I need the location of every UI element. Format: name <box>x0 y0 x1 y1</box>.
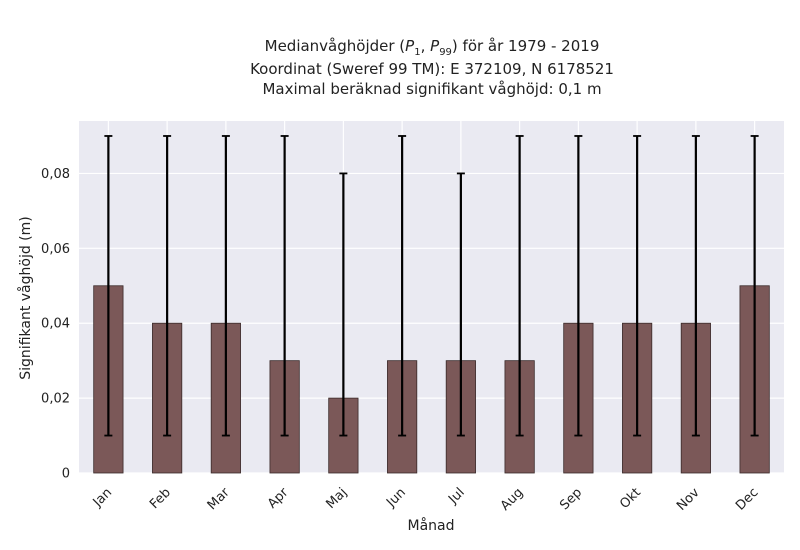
title-line-3: Maximal beräknad signifikant våghöjd: 0,… <box>262 80 601 98</box>
x-tick-label-apr: Apr <box>265 485 292 512</box>
error-bar-dec <box>750 135 759 437</box>
error-bar-feb <box>163 135 172 437</box>
x-tick-label-aug: Aug <box>498 485 527 514</box>
y-tick-label: 0,02 <box>41 392 70 407</box>
x-tick-label-jul: Jul <box>445 485 467 507</box>
y-tick-label: 0 <box>62 467 70 482</box>
x-tick-label-jun: Jun <box>383 485 409 511</box>
x-tick-label-dec: Dec <box>733 485 761 513</box>
x-tick-label-nov: Nov <box>674 485 703 514</box>
x-tick-label-maj: Maj <box>323 485 350 512</box>
error-bar-nov <box>691 135 700 437</box>
error-bar-jan <box>104 135 113 437</box>
error-bar-mar <box>221 135 230 437</box>
x-tick-label-mar: Mar <box>205 485 233 513</box>
error-bar-sep <box>574 135 583 437</box>
y-tick-label: 0,08 <box>41 167 70 182</box>
y-tick-label: 0,06 <box>41 242 70 257</box>
x-axis-label: Månad <box>408 517 455 534</box>
x-axis-ticks: Jan Feb Mar Apr Maj Jun Jul Aug Sep Okt Nov Dec <box>90 485 762 514</box>
error-bar-apr <box>280 135 289 437</box>
plot-area <box>79 121 784 473</box>
title-line-1: Medianvåghöjder (P1, P99) för år 1979 - … <box>265 37 600 58</box>
chart-title: Medianvåghöjder (P1, P99) för år 1979 - … <box>250 37 614 98</box>
title-line-2: Koordinat (Sweref 99 TM): E 372109, N 61… <box>250 60 614 78</box>
error-bar-okt <box>633 135 642 437</box>
x-tick-label-feb: Feb <box>147 485 174 512</box>
x-tick-label-okt: Okt <box>617 485 644 512</box>
error-bar-jul <box>456 172 465 437</box>
error-bar-aug <box>515 135 524 437</box>
y-tick-label: 0,04 <box>41 317 70 332</box>
y-axis-ticks: 0 0,02 0,04 0,06 0,08 <box>41 167 70 482</box>
x-tick-label-sep: Sep <box>557 485 585 513</box>
error-bar-maj <box>339 172 348 437</box>
error-bars <box>104 135 759 437</box>
x-tick-label-jan: Jan <box>90 485 115 510</box>
y-axis-label: Signifikant våghöjd (m) <box>17 216 34 379</box>
error-bar-jun <box>398 135 407 437</box>
